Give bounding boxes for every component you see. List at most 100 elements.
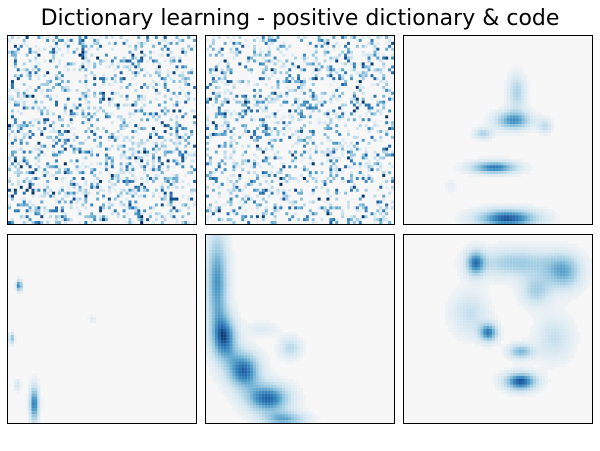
heatmap-cell	[28, 179, 32, 183]
heatmap-cell	[291, 340, 295, 344]
heatmap-cell	[247, 68, 251, 72]
heatmap-cell	[172, 177, 176, 180]
heatmap-cell	[22, 127, 26, 131]
heatmap-cell	[518, 100, 522, 104]
heatmap-cell	[37, 420, 41, 423]
heatmap-cell	[241, 387, 245, 391]
heatmap-cell	[166, 74, 170, 78]
heatmap-cell	[500, 132, 504, 136]
heatmap-cell	[102, 109, 105, 113]
heatmap-cell	[244, 100, 248, 104]
heatmap-cell	[13, 132, 17, 136]
heatmap-cell	[211, 364, 215, 368]
heatmap-cell	[175, 68, 179, 72]
heatmap-cell	[512, 91, 516, 95]
heatmap-cell	[160, 203, 164, 207]
heatmap-cell	[244, 381, 248, 385]
heatmap-cell	[223, 378, 227, 382]
heatmap-cell	[75, 168, 79, 172]
heatmap-cell	[238, 355, 242, 359]
heatmap-cell	[489, 165, 493, 169]
heatmap-cell	[253, 44, 256, 48]
heatmap-cell	[483, 168, 487, 172]
heatmap-cell	[175, 132, 179, 136]
heatmap-cell	[253, 361, 256, 365]
heatmap-cell	[376, 209, 380, 213]
heatmap-cell	[253, 331, 256, 335]
heatmap-cell	[273, 68, 277, 72]
heatmap-cell	[137, 188, 141, 192]
heatmap-cell	[276, 329, 280, 332]
heatmap-cell	[223, 150, 227, 154]
heatmap-cell	[37, 381, 41, 385]
heatmap-cell	[294, 100, 298, 104]
heatmap-cell	[323, 47, 327, 51]
heatmap-cell	[270, 85, 274, 89]
heatmap-cell	[279, 393, 283, 397]
heatmap-cell	[264, 127, 268, 131]
heatmap-cell	[361, 206, 365, 210]
heatmap-cell	[385, 115, 389, 119]
heatmap-cell	[276, 59, 280, 63]
heatmap-cell	[468, 212, 472, 216]
heatmap-cell	[489, 132, 493, 136]
heatmap-cell	[220, 258, 224, 262]
heatmap-cell	[370, 83, 374, 86]
heatmap-cell	[509, 252, 513, 256]
heatmap-cell	[154, 71, 158, 75]
heatmap-cell	[31, 402, 35, 406]
heatmap-cell	[160, 197, 164, 201]
heatmap-cell	[232, 267, 236, 271]
heatmap-cell	[223, 112, 227, 116]
heatmap-cell	[63, 221, 67, 224]
heatmap-cell	[282, 115, 286, 119]
heatmap-cell	[547, 132, 551, 136]
heatmap-cell	[46, 112, 50, 116]
heatmap-cell	[462, 255, 466, 259]
heatmap-cell	[515, 218, 519, 222]
heatmap-cell	[208, 358, 212, 362]
heatmap-cell	[247, 396, 251, 400]
heatmap-cell	[172, 215, 176, 219]
heatmap-cell	[550, 252, 554, 256]
heatmap-cell	[169, 212, 173, 216]
heatmap-cell	[264, 179, 268, 183]
heatmap-cell	[512, 132, 516, 136]
heatmap-cell	[52, 191, 56, 195]
heatmap-cell	[518, 165, 522, 169]
heatmap-cell	[193, 115, 196, 119]
heatmap-cell	[521, 215, 525, 219]
heatmap-cell	[459, 215, 463, 219]
heatmap-cell	[34, 384, 38, 388]
heatmap-cell	[294, 352, 298, 356]
heatmap-cell	[187, 91, 191, 95]
heatmap-cell	[349, 100, 353, 104]
heatmap-cell	[264, 411, 268, 415]
heatmap-cell	[232, 209, 236, 213]
heatmap-cell	[512, 159, 516, 163]
heatmap-cell	[223, 132, 227, 136]
heatmap-cell	[503, 203, 507, 207]
heatmap-cell	[220, 337, 224, 341]
heatmap-cell	[462, 218, 466, 222]
heatmap-cell	[223, 352, 227, 356]
heatmap-cell	[297, 402, 301, 406]
heatmap-cell	[545, 252, 548, 256]
heatmap-cell	[28, 218, 32, 222]
heatmap-cell	[238, 381, 242, 385]
heatmap-cell	[8, 168, 11, 172]
heatmap-cell	[235, 329, 239, 332]
heatmap-cell	[530, 206, 534, 210]
heatmap-cell	[134, 150, 138, 154]
heatmap-cell	[34, 44, 38, 48]
heatmap-cell	[273, 378, 277, 382]
heatmap-cell	[232, 276, 236, 280]
heatmap-cell	[524, 77, 528, 81]
heatmap-cell	[288, 417, 292, 421]
heatmap-cell	[96, 118, 100, 122]
heatmap-cell	[134, 159, 138, 163]
heatmap-cell	[214, 240, 218, 244]
heatmap-cell	[149, 112, 152, 116]
heatmap-cell	[255, 349, 259, 353]
heatmap-cell	[37, 62, 41, 66]
